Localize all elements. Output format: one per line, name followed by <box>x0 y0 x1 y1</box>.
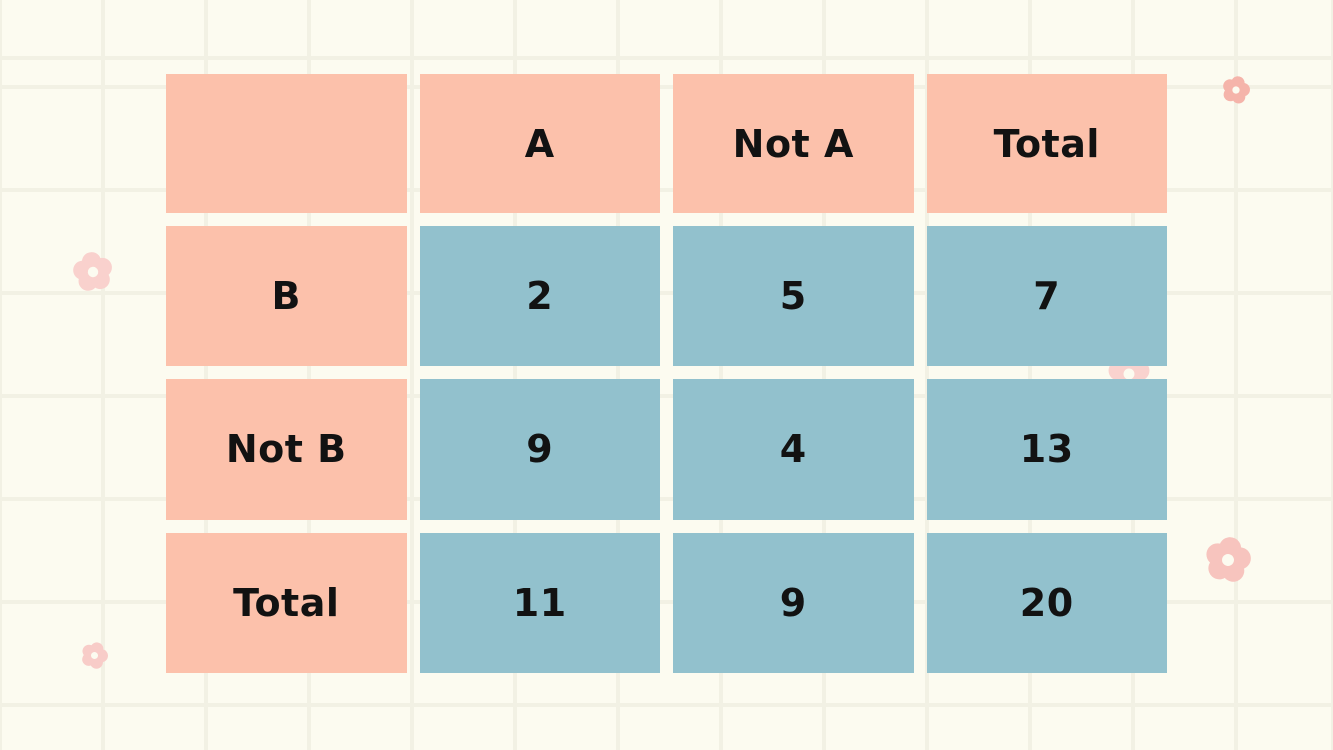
row-label-not-b: Not B <box>166 379 407 520</box>
header-cell-not-a: Not A <box>673 74 914 213</box>
cell-total-a: 11 <box>419 532 660 673</box>
row-label-total: Total <box>166 532 407 673</box>
flower-bottom-left-icon <box>82 642 108 669</box>
header-cell-a: A <box>419 74 660 213</box>
cell-total-not-a: 9 <box>673 532 914 673</box>
cell-b-not-a: 5 <box>673 226 914 367</box>
flower-bottom-right-icon <box>1206 537 1251 582</box>
cell-total-total: 20 <box>926 532 1167 673</box>
header-cell-total: Total <box>926 74 1167 213</box>
flower-mid-left-icon <box>73 252 112 291</box>
cell-not-b-a: 9 <box>419 379 660 520</box>
cell-b-a: 2 <box>419 226 660 367</box>
contingency-table: A Not A Total B 2 5 7 Not B 9 4 13 Total… <box>166 74 1167 673</box>
cell-not-b-total: 13 <box>926 379 1167 520</box>
flower-top-right-icon <box>1223 76 1250 104</box>
cell-b-total: 7 <box>926 226 1167 367</box>
header-cell-blank <box>166 74 407 213</box>
cell-not-b-not-a: 4 <box>673 379 914 520</box>
row-label-b: B <box>166 226 407 367</box>
